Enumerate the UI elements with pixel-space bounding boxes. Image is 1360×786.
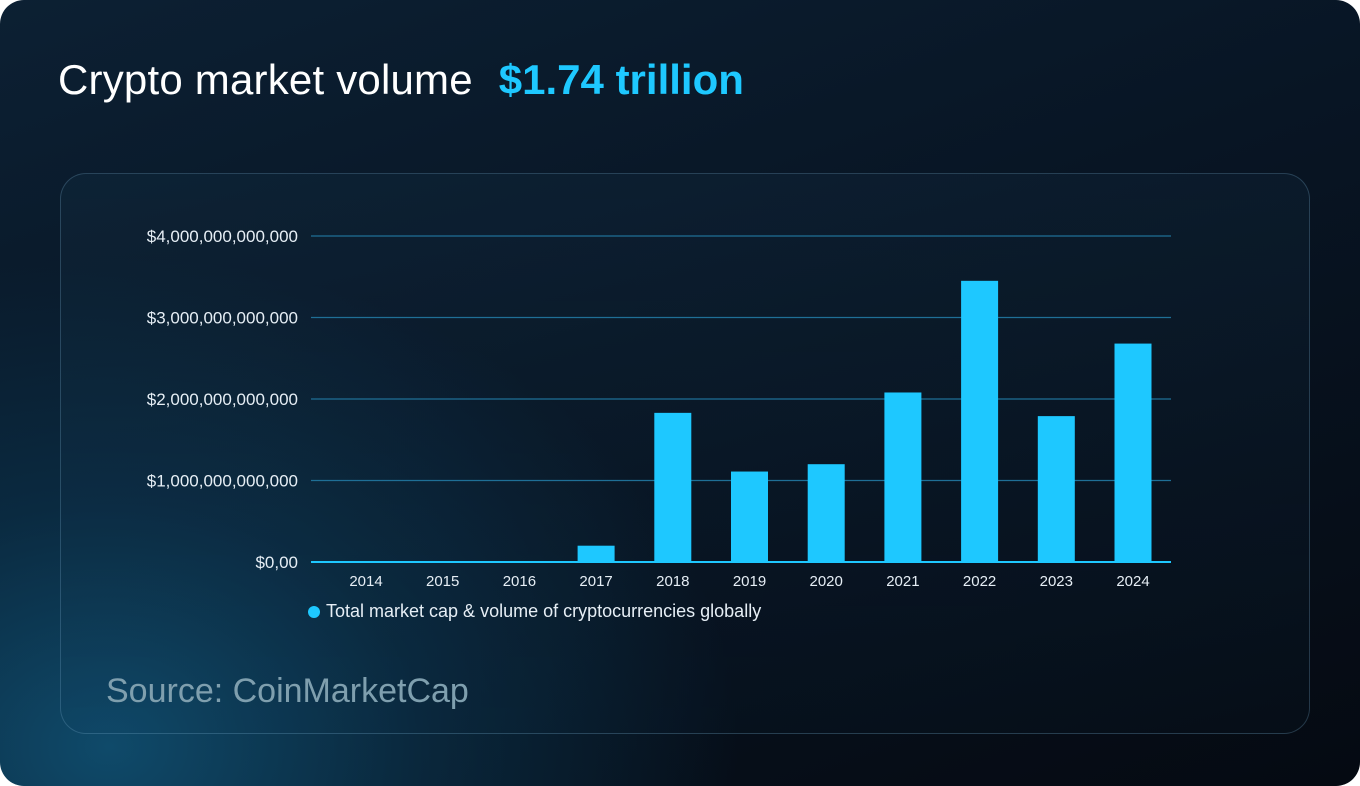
bar [961,280,999,562]
x-tick-label: 2023 [1040,573,1073,590]
x-tick-label: 2019 [733,573,766,590]
legend-label: Total market cap & volume of cryptocurre… [326,601,762,621]
bar [577,545,615,562]
bar [884,392,922,562]
y-tick-label: $3,000,000,000,000 [147,309,298,328]
x-tick-label: 2017 [579,573,612,590]
x-tick-label: 2021 [886,573,919,590]
y-tick-label: $0,00 [255,553,298,572]
bar [731,471,768,562]
page-title: Crypto market volume [58,56,473,103]
headline: Crypto market volume $1.74 trillion [58,56,744,106]
x-tick-label: 2020 [810,573,843,590]
y-tick-label: $4,000,000,000,000 [147,227,298,246]
x-tick-label: 2016 [503,573,536,590]
x-tick-label: 2015 [426,573,459,590]
bar [654,412,692,562]
x-tick-label: 2018 [656,573,689,590]
legend-swatch [308,605,320,618]
bar [1114,343,1152,562]
x-tick-label: 2024 [1116,573,1149,590]
x-tick-label: 2022 [963,573,996,590]
bar [807,464,845,562]
y-tick-label: $1,000,000,000,000 [147,472,298,491]
source-note: Source: CoinMarketCap [106,672,469,710]
y-tick-label: $2,000,000,000,000 [147,390,298,409]
x-tick-label: 2014 [349,573,382,590]
legend: Total market cap & volume of cryptocurre… [308,601,761,622]
headline-value: $1.74 trillion [498,56,744,103]
bar [1037,416,1075,562]
